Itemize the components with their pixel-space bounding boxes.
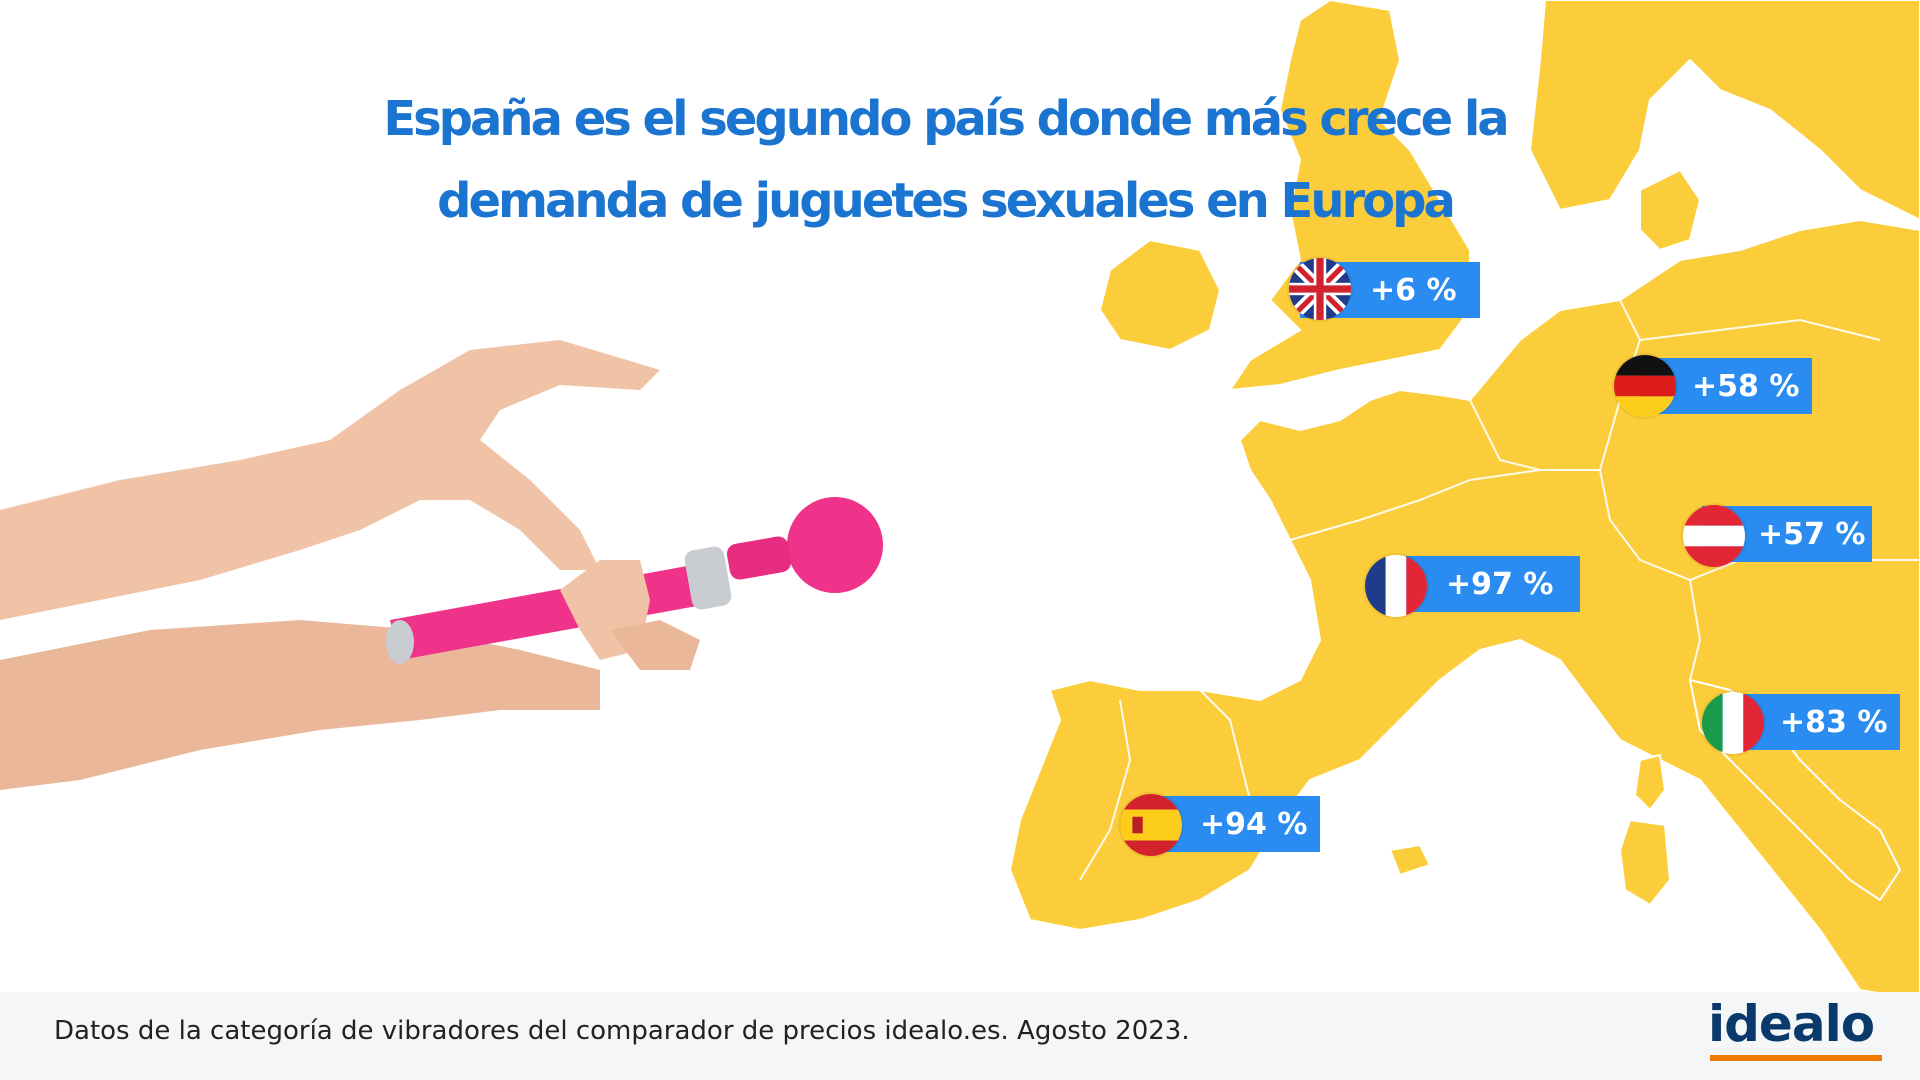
idealo-logo-underline [1710, 1055, 1882, 1061]
hand-holding-vibrator-illustration [0, 340, 883, 790]
badge-germany-value: +58 % [1692, 368, 1800, 404]
germany-flag-icon [1614, 355, 1676, 417]
idealo-logo: idealo [1708, 995, 1884, 1063]
footer-bar [0, 992, 1920, 1080]
badge-france: +97 % [1400, 556, 1580, 612]
page-title: España es el segundo país donde más crec… [0, 78, 1890, 242]
uk-flag-icon [1289, 258, 1351, 320]
badge-italy-value: +83 % [1780, 704, 1888, 740]
idealo-logo-text: idealo [1708, 995, 1875, 1053]
denmark-land [1639, 169, 1701, 251]
corsica-land [1634, 754, 1666, 811]
source-footnote: Datos de la categoría de vibradores del … [54, 1016, 1190, 1046]
austria-flag-icon [1683, 505, 1745, 567]
ireland-land [1099, 239, 1221, 351]
balearic-land [1389, 844, 1431, 876]
title-line-1: España es el segundo país donde más crec… [383, 91, 1509, 147]
sardinia-land [1619, 819, 1671, 906]
spain-flag-icon [1120, 794, 1182, 856]
scandinavia-land [1529, 0, 1920, 221]
title-line-2: demanda de juguetes sexuales en Europa [437, 173, 1456, 229]
badge-spain-value: +94 % [1200, 806, 1308, 842]
badge-uk-value: +6 % [1370, 272, 1457, 308]
badge-austria-value: +57 % [1758, 516, 1866, 552]
italy-flag-icon [1702, 692, 1764, 754]
badge-france-value: +97 % [1446, 566, 1554, 602]
france-flag-icon [1365, 555, 1427, 617]
